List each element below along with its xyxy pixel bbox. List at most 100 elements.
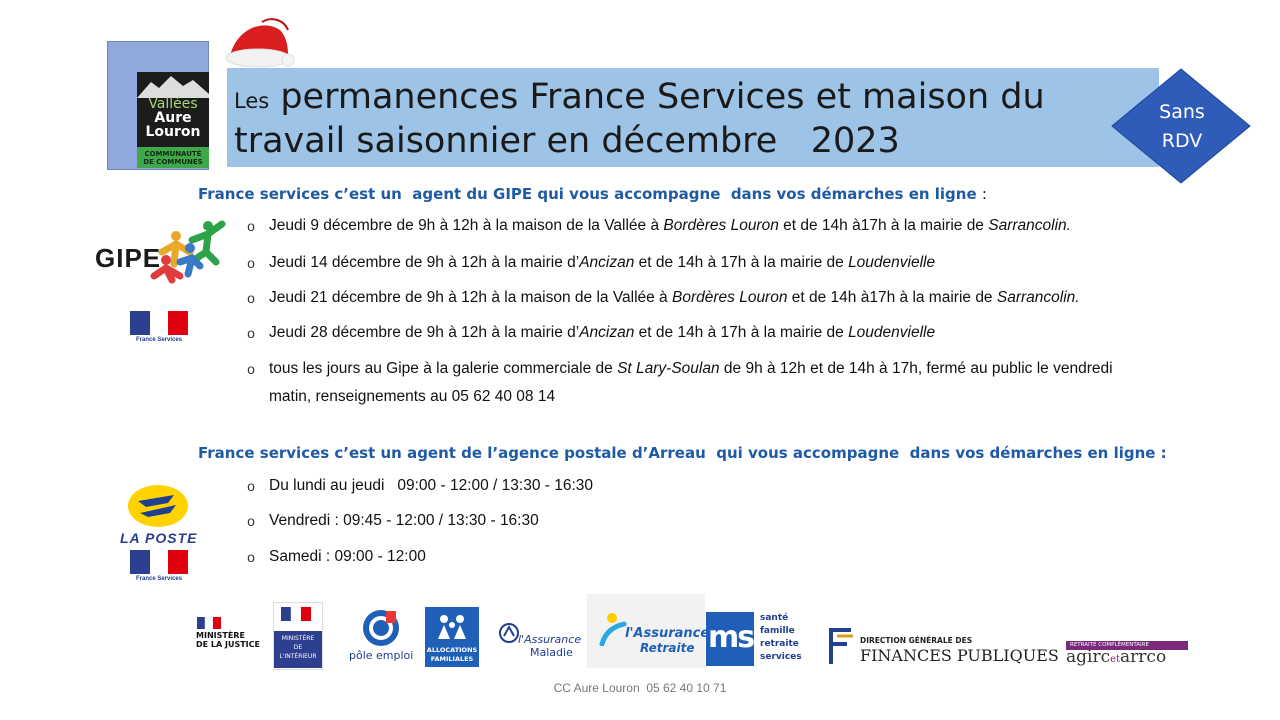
assurance-maladie-icon	[499, 623, 519, 643]
dgfip-line2: FINANCES PUBLIQUES	[860, 646, 1059, 665]
bullet-text: et de 14h à17h à la mairie de	[778, 217, 989, 234]
bullet-text: et de 14h à 17h à la mairie de	[634, 254, 849, 271]
interieur-band	[274, 631, 322, 668]
bullet-text: Jeudi 28 décembre de 9h à 12h à la mairi…	[269, 324, 580, 341]
assurance-retraite-line1: l'Assurance	[625, 626, 710, 641]
bullet-text: Du lundi au jeudi 09:00 - 12:00 / 13:30 …	[269, 477, 594, 494]
caf-logo	[425, 607, 479, 667]
bullet-text: Vendredi : 09:45 - 12:00 / 13:30 - 16:30	[269, 512, 539, 529]
la-poste-label: LA POSTE	[120, 530, 198, 546]
marianne-flag-icon	[281, 607, 311, 621]
no-appointment-badge	[1111, 68, 1251, 184]
msa-line1: santé	[760, 613, 789, 623]
msa-logo	[706, 612, 754, 666]
bullet-mark: o	[247, 325, 255, 341]
bullet-place: Sarrancolin.	[996, 289, 1080, 306]
list-item: o Samedi : 09:00 - 12:00	[244, 543, 1234, 571]
pole-emploi-logo-icon	[363, 610, 399, 646]
title-banner	[227, 68, 1159, 167]
bullet-text: et de 14h à17h à la mairie de	[787, 289, 997, 306]
justice-line1: MINISTÈRE	[196, 631, 245, 640]
bullet-place: St Lary-Soulan	[617, 360, 720, 377]
christmas-hat-icon	[225, 18, 295, 68]
logo-band-text2: DE COMMUNES	[143, 158, 203, 166]
bullet-text: Jeudi 21 décembre de 9h à 12h à la maiso…	[269, 289, 672, 306]
logo-band	[137, 147, 209, 168]
bullet-mark: o	[247, 290, 255, 306]
bullet-text: Jeudi 14 décembre de 9h à 12h à la mairi…	[269, 254, 580, 271]
caf-line1: ALLOCATIONS	[426, 646, 478, 654]
pole-emploi-label: pôle emploi	[349, 649, 414, 662]
badge-line1: Sans	[1159, 101, 1205, 123]
france-services-label: France Services	[135, 337, 183, 343]
section-gipe-heading-text: France services c’est un agent du GIPE q…	[198, 185, 982, 203]
bullet-place: Sarrancolin.	[988, 217, 1071, 234]
logo-text-line3: Louron	[145, 124, 201, 140]
bullet-place: Ancizan	[579, 324, 635, 341]
agirc-text: agirc	[1066, 647, 1111, 667]
bullet-text: Jeudi 9 décembre de 9h à 12h à la maison…	[269, 217, 664, 234]
arrco-text: arrco	[1120, 647, 1167, 667]
marianne-flag-icon	[197, 617, 221, 629]
msa-line3: retraite	[760, 639, 799, 649]
agirc-arrco-name: agircetarrco	[1066, 647, 1166, 667]
heading-colon: :	[981, 185, 987, 203]
msa-mark: ms	[708, 620, 755, 655]
list-item: o Vendredi : 09:45 - 12:00 / 13:30 - 16:…	[244, 507, 1234, 535]
bullet-place: Ancizan	[579, 254, 635, 271]
justice-line2: DE LA JUSTICE	[196, 640, 260, 649]
caf-line2: FAMILIALES	[430, 655, 474, 663]
agirc-arrco-bar	[1066, 641, 1188, 650]
logo-text-line2: Aure	[154, 110, 192, 126]
bullet-place: Loudenvielle	[848, 254, 936, 271]
agirc-et: et	[1110, 654, 1121, 665]
msa-line2: famille	[760, 626, 795, 636]
title-main: permanences France Services et maison du	[280, 77, 1045, 117]
bullet-mark: o	[247, 549, 255, 565]
bullet-mark: o	[247, 218, 255, 234]
bullet-text: et de 14h à 17h à la mairie de	[634, 324, 849, 341]
footer-contact: CC Aure Louron 05 62 40 10 71	[553, 681, 727, 695]
gipe-logo: GIPE	[95, 243, 162, 273]
title-prefix: Les	[234, 89, 270, 113]
bullet-place: Bordères Louron	[672, 289, 788, 306]
interieur-line3: L'INTÉRIEUR	[279, 653, 317, 660]
dgfip-line1: DIRECTION GÉNÉRALE DES	[860, 636, 973, 645]
list-item: o Jeudi 14 décembre de 9h à 12h à la mai…	[244, 249, 1234, 277]
logo-band-text1: COMMUNAUTÉ	[144, 150, 202, 158]
caf-family-icon	[438, 615, 466, 639]
page-title: Les permanences France Services et maiso…	[234, 77, 1134, 161]
agirc-arrco-tag: RETRAITE COMPLÉMENTAIRE	[1070, 642, 1149, 648]
msa-line4: services	[760, 652, 802, 662]
bullet-place: Loudenvielle	[848, 324, 936, 341]
dgfip-emblem-icon	[829, 628, 853, 664]
france-services-label: France Services	[135, 576, 183, 582]
list-item: o tous les jours au Gipe à la galerie co…	[244, 355, 1234, 411]
assurance-retraite-icon	[599, 613, 627, 646]
france-services-logo-icon	[130, 550, 188, 574]
list-item: o Jeudi 9 décembre de 9h à 12h à la mais…	[244, 212, 1234, 240]
list-item: o Du lundi au jeudi 09:00 - 12:00 / 13:3…	[244, 472, 1234, 500]
bullet-mark: o	[247, 255, 255, 271]
gipe-figures-icon	[150, 220, 226, 284]
bullet-text: de 9h à 12h et de 14h à 17h, fermé au pu…	[719, 360, 1113, 377]
assurance-maladie-line2: Maladie	[530, 646, 573, 659]
bullet-text: tous les jours au Gipe à la galerie comm…	[269, 360, 618, 377]
bullet-text: Samedi : 09:00 - 12:00	[269, 548, 426, 565]
bullet-mark: o	[247, 478, 255, 494]
assurance-retraite-line2: Retraite	[640, 641, 695, 655]
bullet-text: matin, renseignements au 05 62 40 08 14	[269, 388, 556, 405]
assurance-maladie-line1: l'Assurance	[518, 633, 582, 646]
mountains-icon	[137, 76, 209, 98]
bullet-mark: o	[247, 361, 255, 377]
france-services-logo-icon	[130, 311, 188, 335]
interieur-line1: MINISTÈRE	[281, 635, 315, 642]
bullet-place: Bordères Louron	[663, 217, 779, 234]
la-poste-bird-icon	[128, 485, 188, 527]
list-item: o Jeudi 28 décembre de 9h à 12h à la mai…	[244, 319, 1234, 347]
section-post-heading: France services c’est un agent de l’agen…	[198, 444, 1167, 462]
bullet-mark: o	[247, 513, 255, 529]
interieur-line2: DE	[293, 644, 303, 651]
logo-text-line1: Vallées	[148, 96, 198, 112]
title-line2: travail saisonnier en décembre 2023	[234, 121, 900, 161]
